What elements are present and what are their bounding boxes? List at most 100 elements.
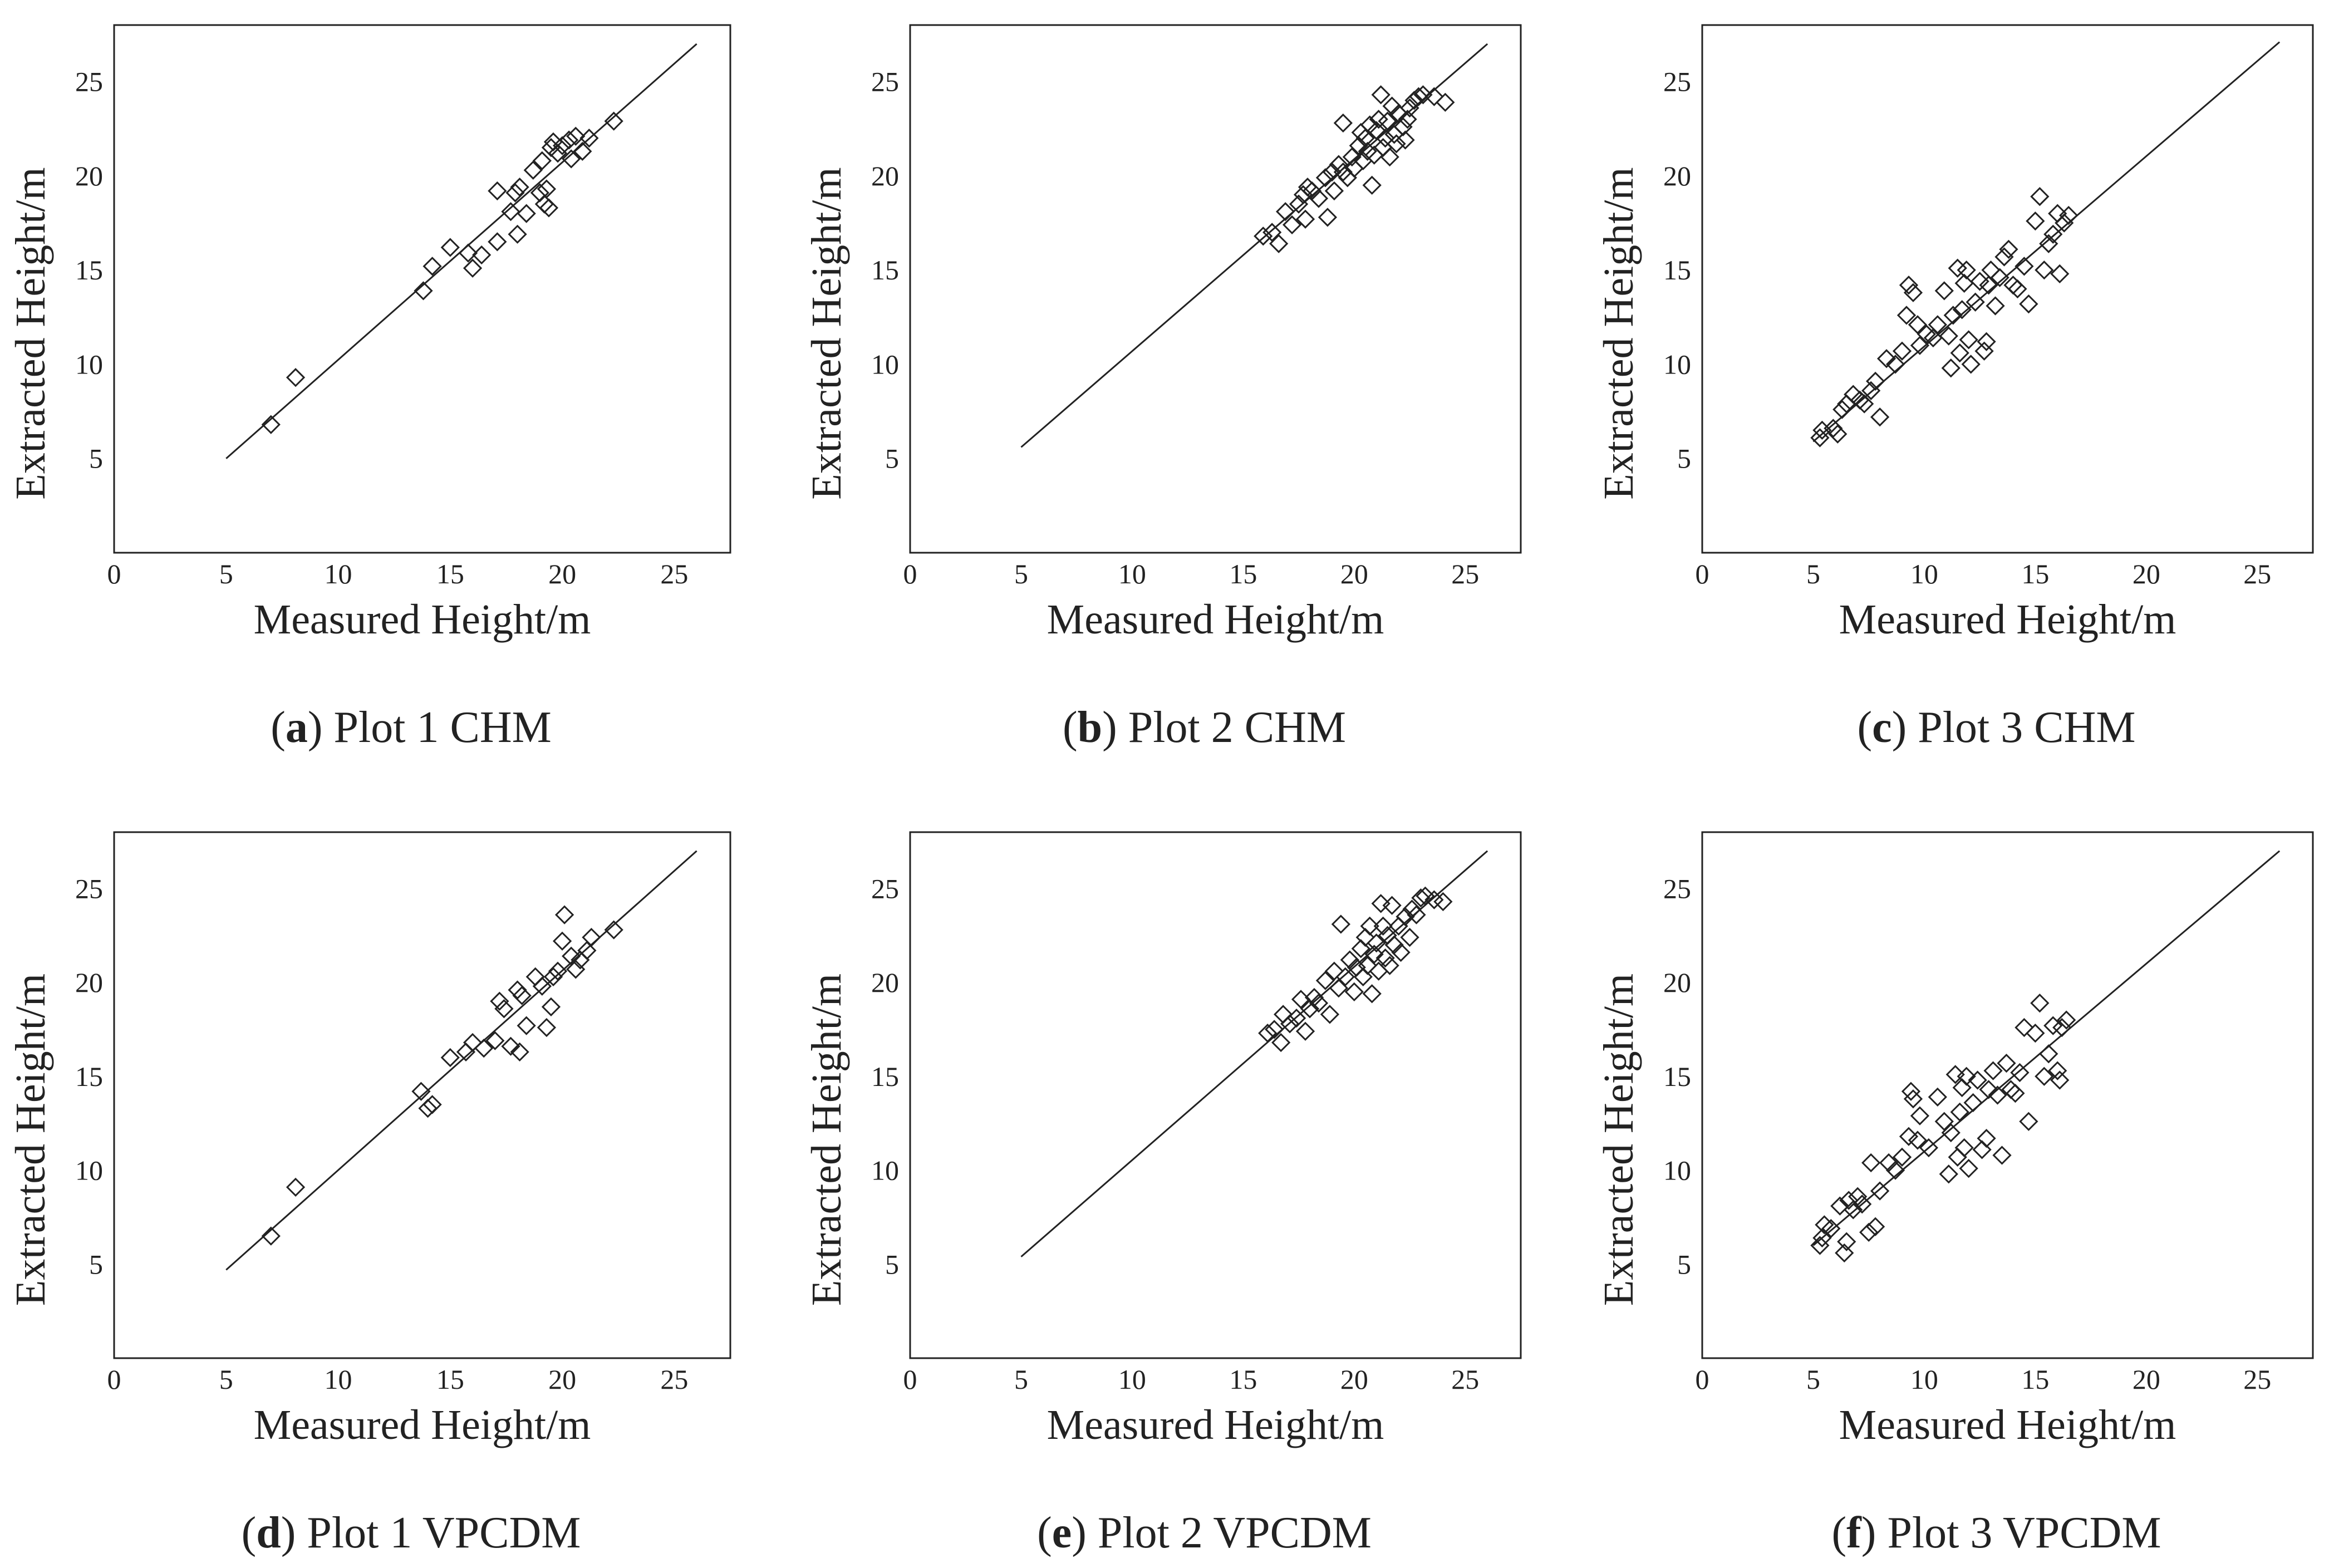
data-point xyxy=(1355,129,1375,148)
data-point xyxy=(1331,915,1351,934)
panel-d: 0 5 10 15 20 25 5 10 15 20 25 Measured Height/m Extr… xyxy=(7,831,731,1557)
y-tick-label: 25 xyxy=(871,66,899,97)
data-point xyxy=(1315,971,1335,990)
x-tick-label: 15 xyxy=(1229,1364,1257,1395)
data-point xyxy=(2059,205,2079,225)
data-point xyxy=(1903,1089,1923,1109)
data-point xyxy=(582,927,601,947)
data-point xyxy=(1950,343,1969,363)
data-point xyxy=(1393,117,1413,136)
y-tick-label: 15 xyxy=(75,1061,103,1092)
data-point xyxy=(1400,98,1419,118)
y-tick-label: 5 xyxy=(885,443,899,474)
data-point xyxy=(1919,1138,1939,1158)
data-point xyxy=(1943,306,1963,325)
data-point xyxy=(508,980,527,1000)
data-point xyxy=(541,997,561,1017)
data-point xyxy=(1333,113,1353,133)
data-point xyxy=(1928,315,1947,335)
data-point xyxy=(517,204,536,223)
y-tick-label: 15 xyxy=(1663,254,1691,286)
data-point xyxy=(1948,258,1967,278)
data-point xyxy=(1269,234,1289,253)
data-point xyxy=(1362,175,1382,195)
data-point xyxy=(1908,315,1928,335)
data-point xyxy=(1870,407,1890,427)
caption-paren: ) xyxy=(1892,703,1918,752)
data-point xyxy=(2019,294,2038,314)
data-point xyxy=(1992,1146,2012,1165)
y-tick-label: 5 xyxy=(885,1248,899,1280)
data-point xyxy=(458,243,478,263)
data-point xyxy=(286,368,306,387)
data-point xyxy=(1885,355,1905,374)
data-point xyxy=(1908,1130,1928,1150)
data-point xyxy=(422,257,442,276)
data-point xyxy=(1910,336,1930,355)
data-point xyxy=(1859,1222,1879,1242)
x-tick-label: 5 xyxy=(1806,558,1820,589)
data-point xyxy=(573,141,592,161)
data-point xyxy=(474,1039,494,1058)
data-point xyxy=(1309,189,1329,208)
data-point xyxy=(1885,1161,1905,1180)
data-point xyxy=(1899,1127,1919,1146)
data-point xyxy=(525,967,545,987)
data-point xyxy=(532,976,552,996)
data-point xyxy=(1950,1102,1969,1122)
data-point xyxy=(1970,272,1989,291)
x-tick-label: 20 xyxy=(548,1364,576,1395)
fit-line xyxy=(1020,850,1488,1257)
data-point xyxy=(1876,349,1896,368)
data-point xyxy=(1382,896,1402,915)
x-tick-label: 0 xyxy=(107,558,121,589)
data-point xyxy=(2043,224,2063,244)
data-point xyxy=(1844,1200,1863,1220)
data-point xyxy=(1349,136,1368,155)
y-tick-label: 15 xyxy=(871,254,899,286)
data-point xyxy=(1254,227,1273,246)
fit-line xyxy=(1020,43,1488,448)
data-point xyxy=(1335,967,1355,987)
y-axis-title: Extracted Height/m xyxy=(7,167,54,499)
data-point xyxy=(488,232,507,252)
data-point xyxy=(1810,428,1830,448)
panel-a: 0 5 10 15 20 25 5 10 15 20 25 Measured Height/m Extr… xyxy=(7,24,731,752)
data-point xyxy=(1945,1065,1965,1084)
data-point xyxy=(2048,1061,2067,1080)
y-tick-label: 20 xyxy=(1663,967,1691,998)
data-point xyxy=(440,1048,460,1068)
data-point xyxy=(562,149,581,169)
data-point xyxy=(1988,1085,2007,1105)
x-axis-title: Measured Height/m xyxy=(1047,1402,1384,1448)
data-point xyxy=(1903,283,1923,302)
data-point xyxy=(1324,181,1344,201)
data-point xyxy=(1832,400,1852,419)
caption-letter: e xyxy=(1052,1508,1072,1557)
x-tick-label: 25 xyxy=(1451,1364,1479,1395)
plot-frame xyxy=(113,24,731,554)
data-point xyxy=(2050,264,2070,284)
data-point xyxy=(1979,1080,1998,1099)
x-tick-label: 25 xyxy=(660,558,688,589)
caption-paren: ) xyxy=(1072,1508,1098,1557)
caption-paren: ) xyxy=(1102,703,1128,752)
data-point xyxy=(604,111,623,131)
data-point xyxy=(1355,927,1375,947)
data-point xyxy=(1329,979,1349,998)
caption-paren: ( xyxy=(1832,1508,1847,1557)
data-point xyxy=(1258,1024,1277,1043)
caption-letter: b xyxy=(1078,703,1103,752)
data-point xyxy=(418,1099,438,1118)
y-tick-label: 10 xyxy=(871,1155,899,1186)
data-point xyxy=(1910,1106,1930,1125)
data-point xyxy=(505,183,525,203)
data-point xyxy=(1892,1147,1912,1167)
x-tick-label: 15 xyxy=(2021,558,2049,589)
y-axis-title: Extracted Height/m xyxy=(1595,974,1642,1306)
data-point xyxy=(1939,1164,1958,1184)
x-tick-label: 25 xyxy=(2243,1364,2271,1395)
x-tick-label: 5 xyxy=(219,558,233,589)
data-point xyxy=(1309,994,1329,1013)
data-point xyxy=(1409,87,1428,106)
